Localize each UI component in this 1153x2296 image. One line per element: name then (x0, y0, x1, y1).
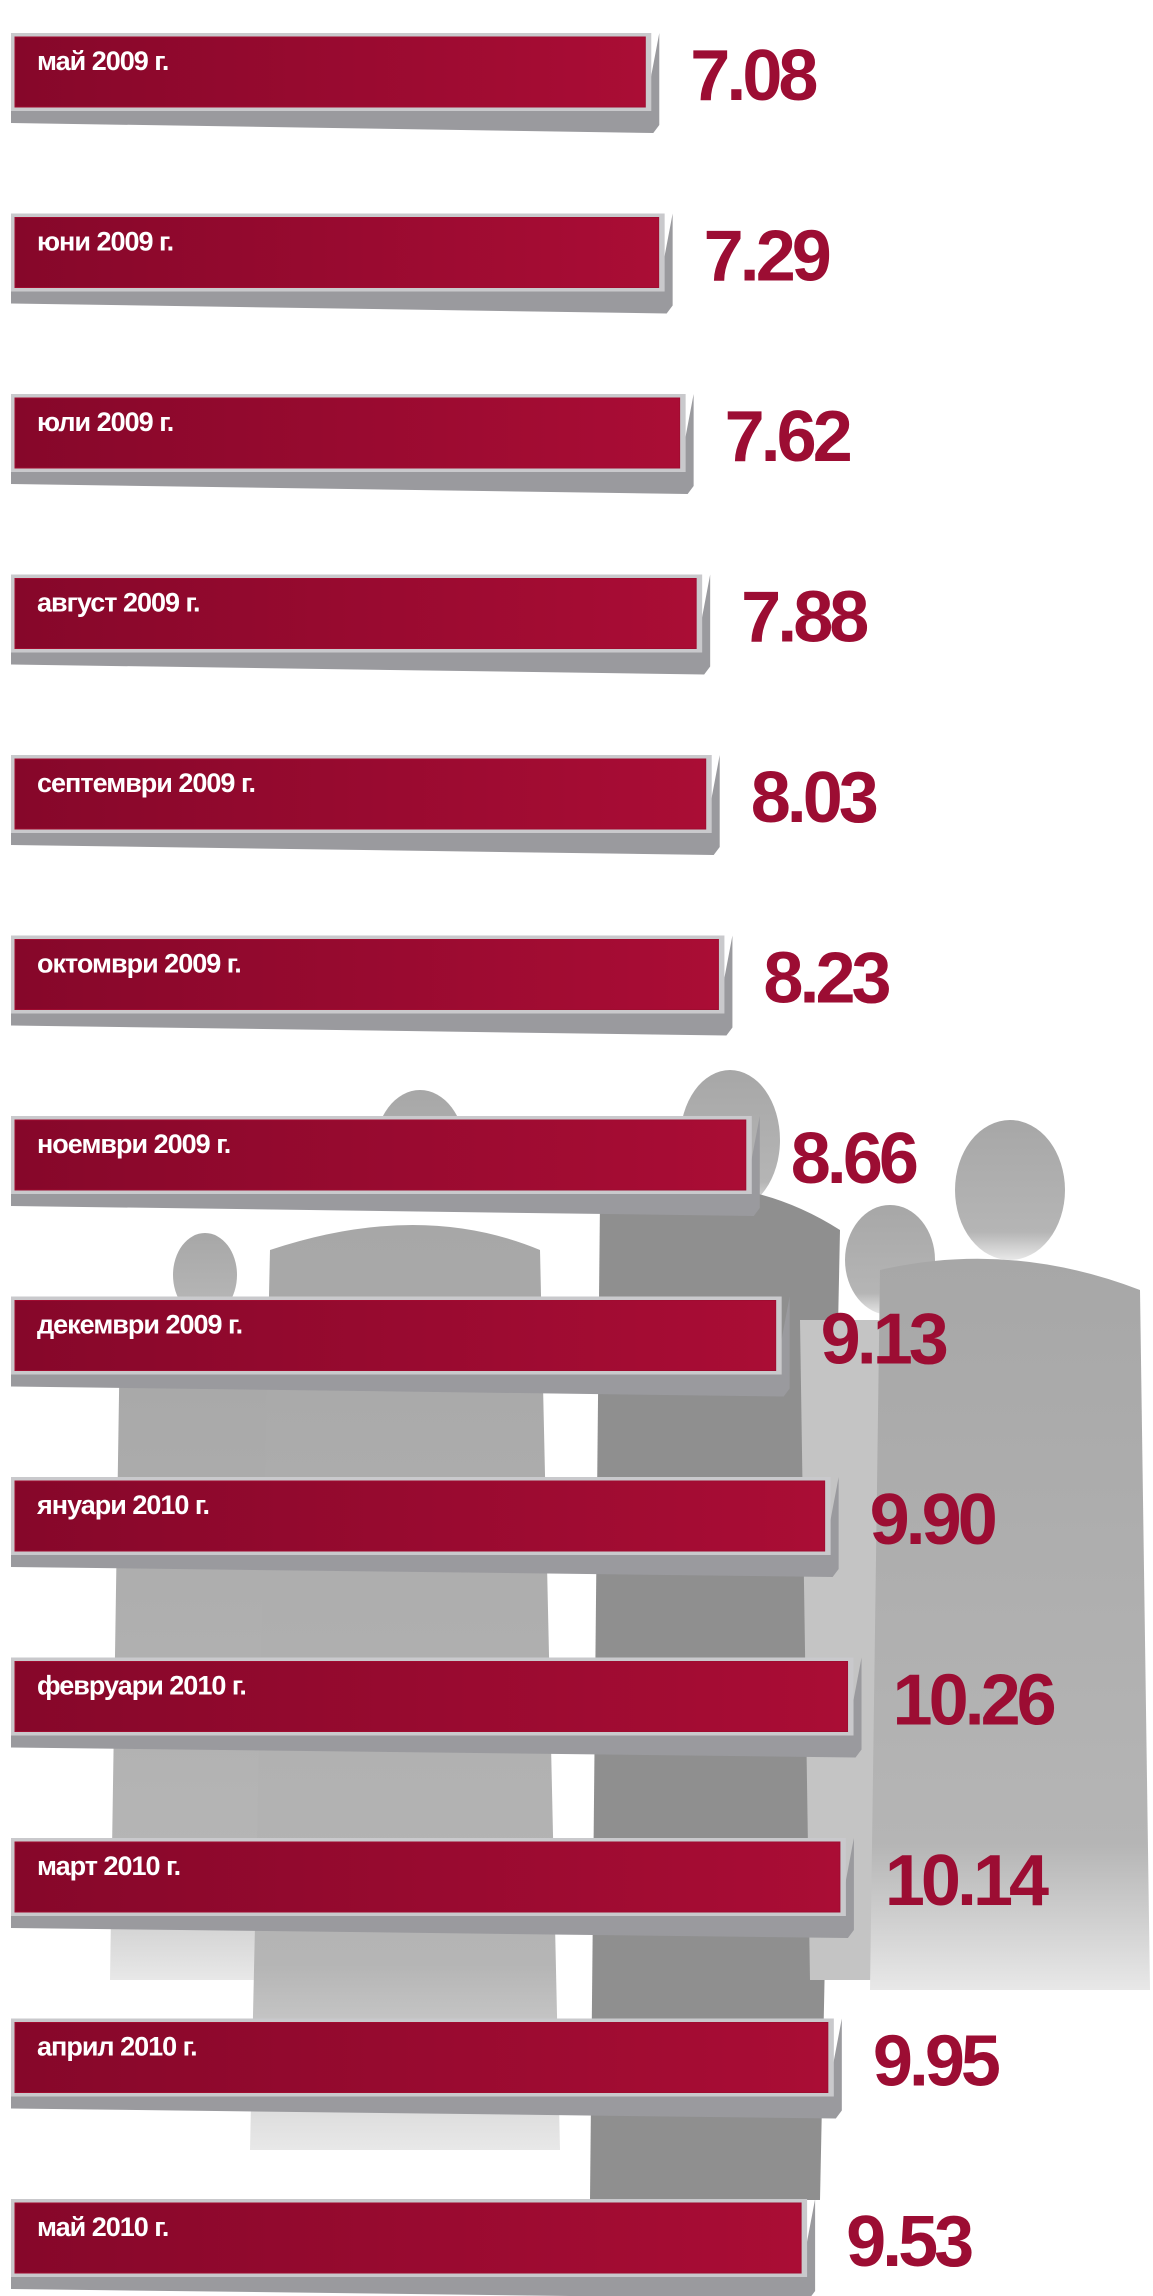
value-label: 8.66 (791, 1119, 917, 1199)
category-label: ноември 2009 г. (37, 1129, 230, 1159)
value-label: 8.23 (763, 939, 889, 1019)
value-label: 9.95 (873, 2022, 1000, 2102)
value-label: 7.08 (690, 36, 816, 116)
chart: май 2009 г. 7.08 юни 2009 г. 7.29 юли 2009 г… (0, 0, 1153, 2296)
value-label: 7.29 (704, 217, 830, 297)
value-label: 9.13 (821, 1300, 947, 1380)
category-label: май 2010 г. (37, 2212, 168, 2242)
value-label: 10.26 (893, 1661, 1055, 1741)
category-label: декември 2009 г. (37, 1310, 242, 1340)
category-label: януари 2010 г. (36, 1490, 209, 1520)
category-label: септември 2009 г. (37, 768, 255, 798)
value-label: 9.90 (870, 1480, 996, 1560)
category-label: октомври 2009 г. (37, 949, 241, 979)
category-label: април 2010 г. (37, 2032, 197, 2062)
category-label: февруари 2010 г. (37, 1671, 246, 1701)
category-label: август 2009 г. (37, 588, 200, 618)
category-label: март 2010 г. (37, 1851, 180, 1881)
value-label: 8.03 (751, 758, 877, 838)
category-label: май 2009 г. (37, 46, 168, 76)
value-label: 7.88 (741, 578, 867, 658)
category-label: юни 2009 г. (37, 227, 173, 257)
value-label: 9.53 (846, 2202, 972, 2282)
value-label: 7.62 (725, 397, 851, 477)
category-label: юли 2009 г. (37, 407, 173, 437)
value-label: 10.14 (885, 1841, 1049, 1921)
